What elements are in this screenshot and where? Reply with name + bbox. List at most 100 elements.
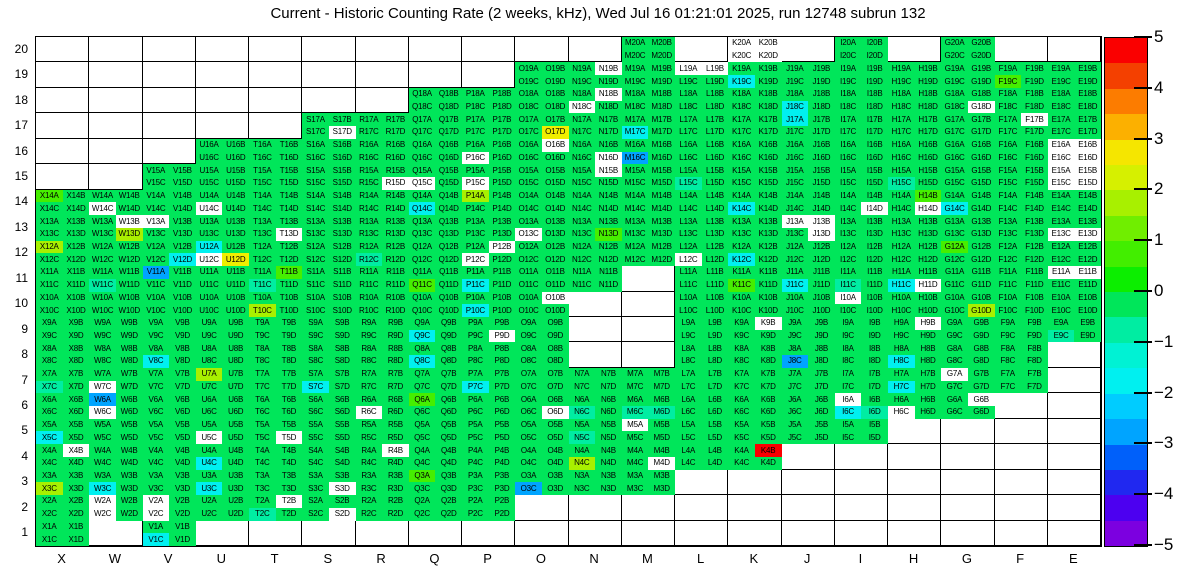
channel-line: V3C V3D [142, 482, 196, 496]
grid-cell-I16: I16A I16B I16C I16D [834, 138, 888, 165]
channel-line: R8C R8D [355, 355, 409, 368]
channel-line: R16C R16D [355, 151, 409, 165]
channel-K12D: K12D [754, 253, 782, 267]
channel-J7D: J7D [808, 380, 835, 394]
channel-line: Q7A Q7B [408, 367, 462, 381]
channel-Q6D: Q6D [435, 406, 462, 419]
grid-cell-U8: U8A U8B U8C U8D [195, 342, 249, 368]
channel-line: P12A P12B [462, 240, 516, 254]
channel-line: J14A J14B [781, 189, 835, 203]
channel-line: M6A M6B [621, 393, 675, 407]
channel-line: I11C I11D [834, 278, 888, 292]
channel-X11B: X11B [62, 266, 90, 279]
channel-X11C: X11C [36, 278, 63, 292]
channel-line: I20C I20D [834, 49, 888, 63]
grid-cell-X20 [36, 37, 90, 63]
grid-cell-S11: S11A S11B S11C S11D [302, 266, 356, 292]
channel-K8B: K8B [754, 342, 782, 356]
channel-line: K15C K15D [728, 176, 782, 190]
channel-line: V7A V7B [142, 367, 196, 381]
channel-M3C: M3C [621, 482, 649, 496]
channel-U10B: U10B [222, 291, 249, 305]
grid-cell-W10: W10A W10B W10C W10D [89, 291, 143, 317]
channel-line: W5A W5B [89, 418, 143, 432]
channel-H12B: H12B [914, 240, 942, 254]
grid-cell-F18: F18A F18B F18C F18D [994, 87, 1048, 114]
channel-U8C: U8C [195, 355, 223, 368]
channel-J5B: J5B [808, 418, 835, 432]
channel-P15A: P15A [462, 164, 489, 177]
channel-line: K7A K7B [728, 367, 782, 381]
grid-cell-N12: N12A N12B N12C N12D [568, 240, 622, 267]
channel-line: O4C O4D [515, 456, 569, 470]
grid-cell-S15: S15A S15B S15C S15D [302, 164, 356, 190]
channel-O5C: O5C [515, 431, 542, 445]
channel-P10A: P10A [462, 291, 489, 305]
channel-line: K13A K13B [728, 215, 782, 228]
channel-line: X9C X9D [36, 329, 90, 343]
channel-N11D: N11D [595, 278, 622, 292]
channel-line: P9A P9B [462, 316, 516, 330]
channel-line: L14A L14B [675, 189, 729, 203]
channel-N15B: N15B [595, 164, 622, 177]
channel-G20D: G20D [967, 49, 995, 63]
channel-V11B: V11B [169, 266, 196, 279]
grid-cell-Q4: Q4A Q4B Q4C Q4D [408, 444, 462, 470]
grid-cell-P8: P8A P8B P8C P8D [462, 342, 516, 368]
channel-S15B: S15B [328, 164, 356, 177]
channel-line: I5A I5B [834, 418, 888, 432]
channel-H10A: H10A [888, 291, 915, 305]
channel-line: K9C K9D [728, 329, 782, 343]
channel-J13C: J13C [781, 227, 809, 241]
channel-I15C: I15C [834, 176, 862, 190]
channel-line: O14A O14B [515, 189, 569, 203]
channel-M14C: M14C [621, 202, 649, 216]
channel-O4A: O4A [515, 444, 542, 457]
grid-cell-H14: H14A H14B H14C H14D [888, 189, 942, 216]
grid-cell-I15: I15A I15B I15C I15D [834, 164, 888, 190]
channel-W9A: W9A [89, 316, 116, 330]
channel-O15D: O15D [541, 176, 569, 190]
channel-T7A: T7A [249, 367, 276, 381]
channel-I18D: I18D [861, 100, 888, 114]
channel-R5C: R5C [355, 431, 383, 445]
channel-E19A: E19A [1047, 62, 1075, 76]
grid-cell-G20: G20A G20B G20C G20D [941, 37, 995, 63]
channel-N19D: N19D [595, 75, 622, 88]
grid-cell-K19: K19A K19B K19C K19D [728, 62, 782, 88]
channel-O15A: O15A [515, 164, 542, 177]
channel-R13A: R13A [355, 215, 383, 228]
channel-J16D: J16D [808, 151, 835, 165]
channel-M15D: M15D [648, 176, 675, 190]
channel-I20D: I20D [861, 49, 888, 63]
channel-H9A: H9A [888, 316, 915, 330]
channel-line: R10A R10B [355, 291, 409, 305]
channel-F9B: F9B [1021, 316, 1048, 330]
channel-U15A: U15A [195, 164, 223, 177]
channel-W6B: W6B [115, 393, 143, 407]
grid-cell-S5: S5A S5B S5C S5D [302, 418, 356, 445]
grid-cell-X3: X3A X3B X3C X3D [36, 469, 90, 496]
channel-O13D: O13D [541, 227, 569, 241]
channel-L16A: L16A [675, 138, 702, 152]
channel-M4A: M4A [621, 444, 649, 457]
channel-line: N14A N14B [568, 189, 622, 203]
channel-M12A: M12A [621, 240, 649, 254]
channel-line: P17A P17B [462, 113, 516, 127]
colorbar-tick-4 [1134, 86, 1152, 89]
channel-L14B: L14B [701, 189, 729, 203]
grid-cell-X2: X2A X2B X2C X2D [36, 495, 90, 521]
channel-F10D: F10D [1021, 304, 1048, 317]
channel-E11A: E11A [1047, 266, 1075, 279]
channel-line: W4C W4D [89, 456, 143, 470]
grid-cell-R18 [355, 87, 409, 114]
channel-S4B: S4B [328, 444, 356, 457]
channel-line: I18C I18D [834, 100, 888, 114]
channel-J15A: J15A [781, 164, 809, 177]
channel-S17A: S17A [302, 113, 329, 127]
grid-cell-T8: T8A T8B T8C T8D [249, 342, 303, 368]
grid-cell-J9: J9A J9B J9C J9D [781, 316, 835, 343]
channel-X12A: X12A [36, 240, 63, 254]
grid-cell-G12: G12A G12B G12C G12D [941, 240, 995, 267]
channel-S14B: S14B [328, 189, 356, 203]
